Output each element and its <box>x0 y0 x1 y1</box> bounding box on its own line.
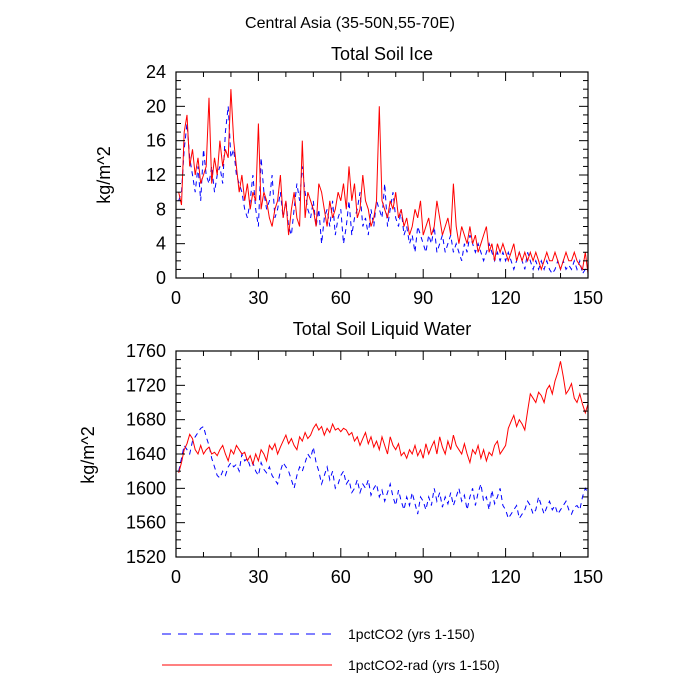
y-tick-label: 8 <box>156 199 166 219</box>
y-tick-label: 1560 <box>126 513 166 533</box>
x-tick-label: 150 <box>573 567 603 587</box>
y-axis-label: kg/m^2 <box>78 426 98 483</box>
x-tick-label: 60 <box>331 567 351 587</box>
legend-entry: 1pctCO2 (yrs 1-150) <box>162 626 475 642</box>
figure-title: Central Asia (35-50N,55-70E) <box>245 15 455 32</box>
legend-entry: 1pctCO2-rad (yrs 1-150) <box>162 657 500 673</box>
y-tick-label: 1640 <box>126 444 166 464</box>
x-tick-label: 30 <box>248 567 268 587</box>
y-tick-label: 20 <box>146 96 166 116</box>
y-tick-label: 0 <box>156 268 166 288</box>
panel-soil-liquid-water: Total Soil Liquid Water kg/m^2 0 30 60 90 12… <box>78 319 603 587</box>
x-tick-label: 150 <box>573 288 603 308</box>
x-tick-label: 0 <box>171 288 181 308</box>
y-axis-label: kg/m^2 <box>94 146 114 203</box>
series-line-1pctco2 <box>178 106 589 275</box>
panel-title: Total Soil Ice <box>331 44 433 64</box>
series-line-1pctco2-rad <box>178 361 589 474</box>
panel-title: Total Soil Liquid Water <box>293 319 471 339</box>
y-tick-label: 1760 <box>126 341 166 361</box>
x-tick-label: 120 <box>491 567 521 587</box>
x-tick-label: 30 <box>248 288 268 308</box>
panel-marks: 0 30 60 90 120 150 1520 1560 1600 1640 1680 1720 176… <box>126 341 603 587</box>
y-tick-label: 24 <box>146 62 166 82</box>
y-tick-label: 16 <box>146 131 166 151</box>
y-tick-label: 4 <box>156 234 166 254</box>
legend-label: 1pctCO2 (yrs 1-150) <box>348 626 475 642</box>
panel-marks: 0 30 60 90 120 150 0 4 8 12 16 20 24 <box>146 62 603 308</box>
x-tick-label: 90 <box>413 288 433 308</box>
y-tick-label: 1600 <box>126 478 166 498</box>
x-tick-label: 120 <box>491 288 521 308</box>
series-line-1pctco2-rad <box>178 89 589 274</box>
panel-soil-ice: Total Soil Ice kg/m^2 0 30 60 90 120 150 0 4 8 12… <box>94 44 603 308</box>
legend-label: 1pctCO2-rad (yrs 1-150) <box>348 657 500 673</box>
y-tick-label: 12 <box>146 165 166 185</box>
x-tick-label: 0 <box>171 567 181 587</box>
y-tick-label: 1720 <box>126 375 166 395</box>
x-tick-label: 60 <box>331 288 351 308</box>
plot-frame <box>175 350 589 558</box>
legend: 1pctCO2 (yrs 1-150) 1pctCO2-rad (yrs 1-1… <box>162 626 500 673</box>
y-tick-label: 1520 <box>126 547 166 567</box>
x-tick-label: 90 <box>413 567 433 587</box>
y-tick-label: 1680 <box>126 410 166 430</box>
plot-frame <box>175 71 589 279</box>
